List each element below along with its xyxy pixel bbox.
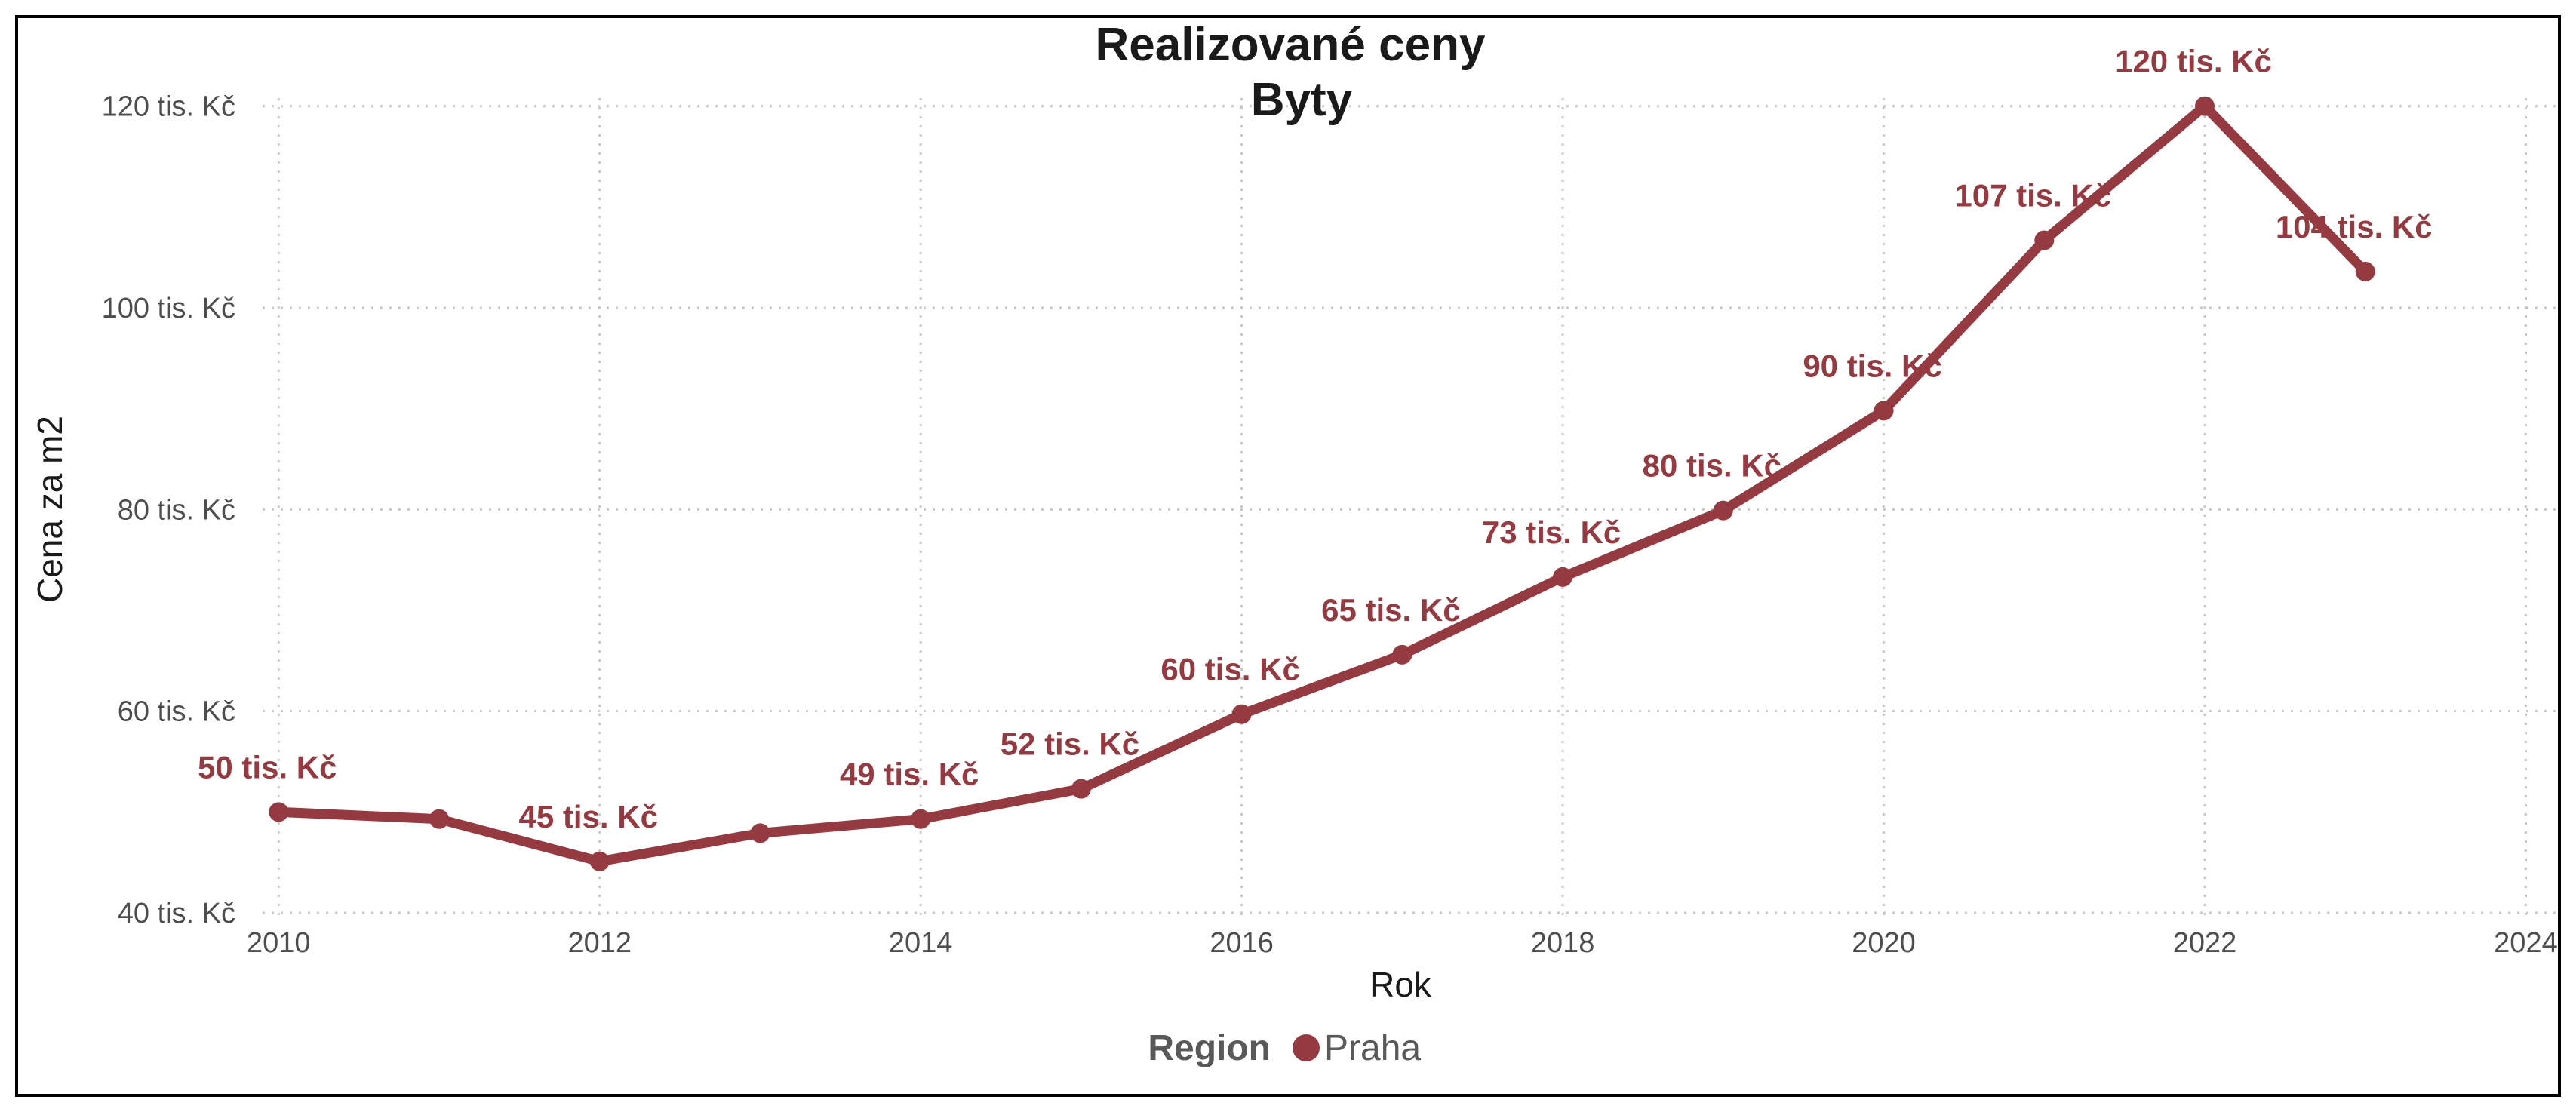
x-tick-label: 2010 (247, 927, 311, 959)
series-praha (269, 96, 2375, 871)
y-axis-ticks: 40 tis. Kč 60 tis. Kč 80 tis. Kč 100 tis. K… (102, 91, 235, 929)
data-point (1874, 401, 1894, 421)
data-point (2195, 96, 2215, 116)
legend-title: Region (1148, 1028, 1271, 1068)
x-tick-label: 2018 (1531, 927, 1595, 959)
chart-frame (15, 15, 2561, 1097)
data-point (750, 823, 770, 843)
x-tick-label: 2024 (2494, 927, 2558, 959)
data-point (1553, 567, 1573, 587)
x-tick-label: 2014 (889, 927, 953, 959)
grid (263, 98, 2558, 919)
data-point (911, 809, 931, 829)
data-label: 52 tis. Kč (1001, 726, 1139, 762)
data-label: 50 tis. Kč (198, 749, 337, 785)
y-axis-label: Cena za m2 (30, 416, 69, 603)
data-point (429, 809, 449, 829)
x-tick-label: 2016 (1210, 927, 1274, 959)
data-label: 90 tis. Kč (1803, 348, 1941, 383)
x-axis-ticks: 2010 2012 2014 2016 2018 2020 2022 2024 (247, 927, 2558, 959)
legend: Region Praha (1148, 1028, 1421, 1068)
data-point (2355, 261, 2375, 281)
data-label: 49 tis. Kč (840, 757, 979, 792)
data-label: 73 tis. Kč (1482, 515, 1621, 550)
chart-subtitle: Byty (1251, 74, 1353, 126)
data-label: 120 tis. Kč (2115, 44, 2272, 79)
legend-marker (1293, 1034, 1320, 1061)
data-label: 80 tis. Kč (1643, 448, 1781, 484)
data-point (269, 802, 289, 822)
data-label: 45 tis. Kč (519, 799, 658, 834)
y-tick-label: 60 tis. Kč (118, 696, 235, 728)
x-tick-label: 2022 (2173, 927, 2237, 959)
data-labels: 50 tis. Kč 45 tis. Kč 49 tis. Kč 52 tis. Kč… (198, 44, 2433, 834)
chart-title: Realizované ceny (1096, 19, 1486, 71)
y-tick-label: 100 tis. Kč (102, 293, 235, 324)
x-tick-label: 2020 (1852, 927, 1916, 959)
y-tick-label: 40 tis. Kč (118, 898, 235, 929)
data-label: 104 tis. Kč (2276, 209, 2433, 244)
data-point (2034, 230, 2055, 250)
data-label: 107 tis. Kč (1954, 177, 2111, 213)
data-label: 60 tis. Kč (1160, 652, 1299, 687)
data-point (1071, 779, 1091, 799)
data-point (1231, 704, 1252, 724)
data-point (1392, 644, 1412, 665)
data-label: 65 tis. Kč (1321, 592, 1460, 628)
y-tick-label: 120 tis. Kč (102, 91, 235, 123)
data-point (589, 851, 610, 871)
y-tick-label: 80 tis. Kč (118, 494, 235, 526)
series-line-praha (273, 101, 2371, 867)
legend-item-praha: Praha (1324, 1028, 1421, 1068)
x-tick-label: 2012 (567, 927, 632, 959)
data-point (1713, 500, 1733, 521)
x-axis-label: Rok (1369, 965, 1432, 1004)
